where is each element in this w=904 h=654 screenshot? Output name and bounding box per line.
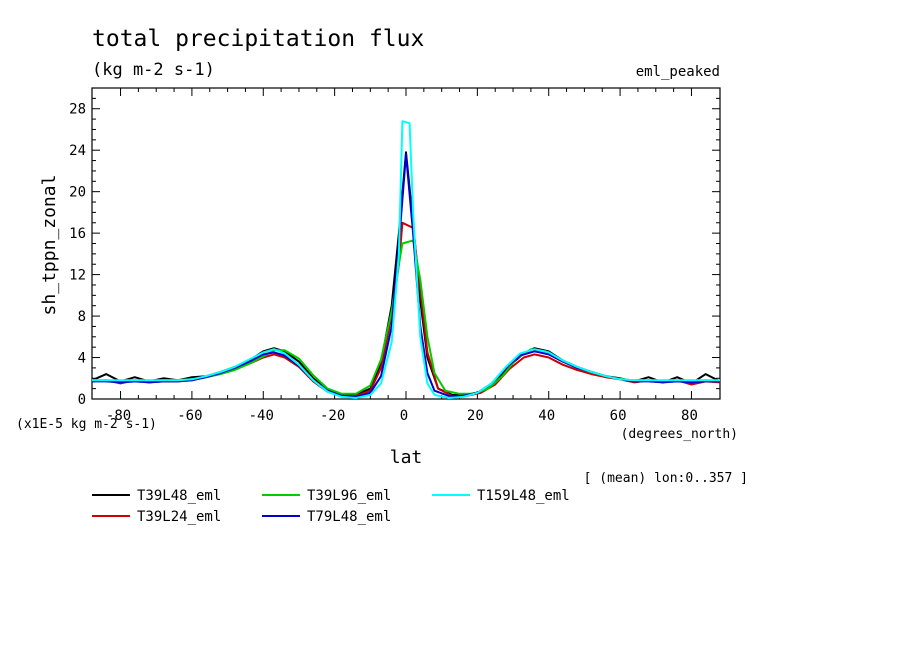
x-axis: -80 -60 -40 -20 0 20 40 60 80 xyxy=(106,88,698,424)
chart-title: total precipitation flux xyxy=(92,26,424,52)
y-tick-label: 8 xyxy=(78,309,86,325)
x-tick-label: 0 xyxy=(400,408,408,424)
x-tick-label: 80 xyxy=(681,408,698,424)
chart-units: (kg m-2 s-1) xyxy=(92,60,215,80)
series-lines xyxy=(91,120,721,399)
x-tick-label: 40 xyxy=(538,408,555,424)
y-tick-label: 0 xyxy=(78,392,86,408)
series-line-t39l24-eml xyxy=(91,221,721,397)
y-tick-label: 16 xyxy=(69,226,86,242)
legend-item: T79L48_eml xyxy=(262,509,391,525)
y-tick-label: 20 xyxy=(69,185,86,201)
plot-frame xyxy=(91,87,721,400)
series-line-t159l48-eml xyxy=(92,120,720,399)
series-line-t39l96-eml xyxy=(92,239,721,395)
y-tick-label: 24 xyxy=(69,143,86,159)
legend-item: T39L24_eml xyxy=(92,509,221,525)
x-tick-label: -20 xyxy=(320,408,345,424)
series-line-t79l48-eml xyxy=(92,153,720,398)
subset-note: [ (mean) lon:0..357 ] xyxy=(584,471,748,486)
legend-item: T39L96_eml xyxy=(262,488,391,504)
y-tick-label: 28 xyxy=(69,102,86,118)
y-scale-note: (x1E-5 kg m-2 s-1) xyxy=(16,417,157,432)
legend-label: T79L48_eml xyxy=(307,509,391,525)
series-line-t39l48-eml xyxy=(91,151,721,396)
legend-label: T39L48_eml xyxy=(137,488,221,504)
legend-item: T39L48_eml xyxy=(92,488,221,504)
x-tick-label: 60 xyxy=(610,408,627,424)
y-axis-label: sh_tppn_zonal xyxy=(39,175,60,316)
x-axis-label: lat xyxy=(390,447,423,468)
y-axis: 0 4 8 12 16 20 24 28 xyxy=(69,87,720,408)
legend-label: T159L48_eml xyxy=(477,488,570,504)
x-units-label: (degrees_north) xyxy=(621,427,738,442)
x-tick-label: -40 xyxy=(249,408,274,424)
dataset-label: eml_peaked xyxy=(636,64,720,80)
x-tick-label: -60 xyxy=(177,408,202,424)
plot-area: -80 -60 -40 -20 0 20 40 60 80 0 4 8 12 16 20 24 28 xyxy=(69,87,721,424)
legend-label: T39L24_eml xyxy=(137,509,221,525)
y-tick-label: 4 xyxy=(78,351,86,367)
x-tick-label: -80 xyxy=(106,408,131,424)
y-tick-label: 12 xyxy=(69,268,86,284)
x-tick-label: 20 xyxy=(467,408,484,424)
legend-item: T159L48_eml xyxy=(432,488,570,504)
legend-label: T39L96_eml xyxy=(307,488,391,504)
legend: T39L48_eml T39L24_eml T39L96_eml T79L48_eml… xyxy=(92,488,570,525)
